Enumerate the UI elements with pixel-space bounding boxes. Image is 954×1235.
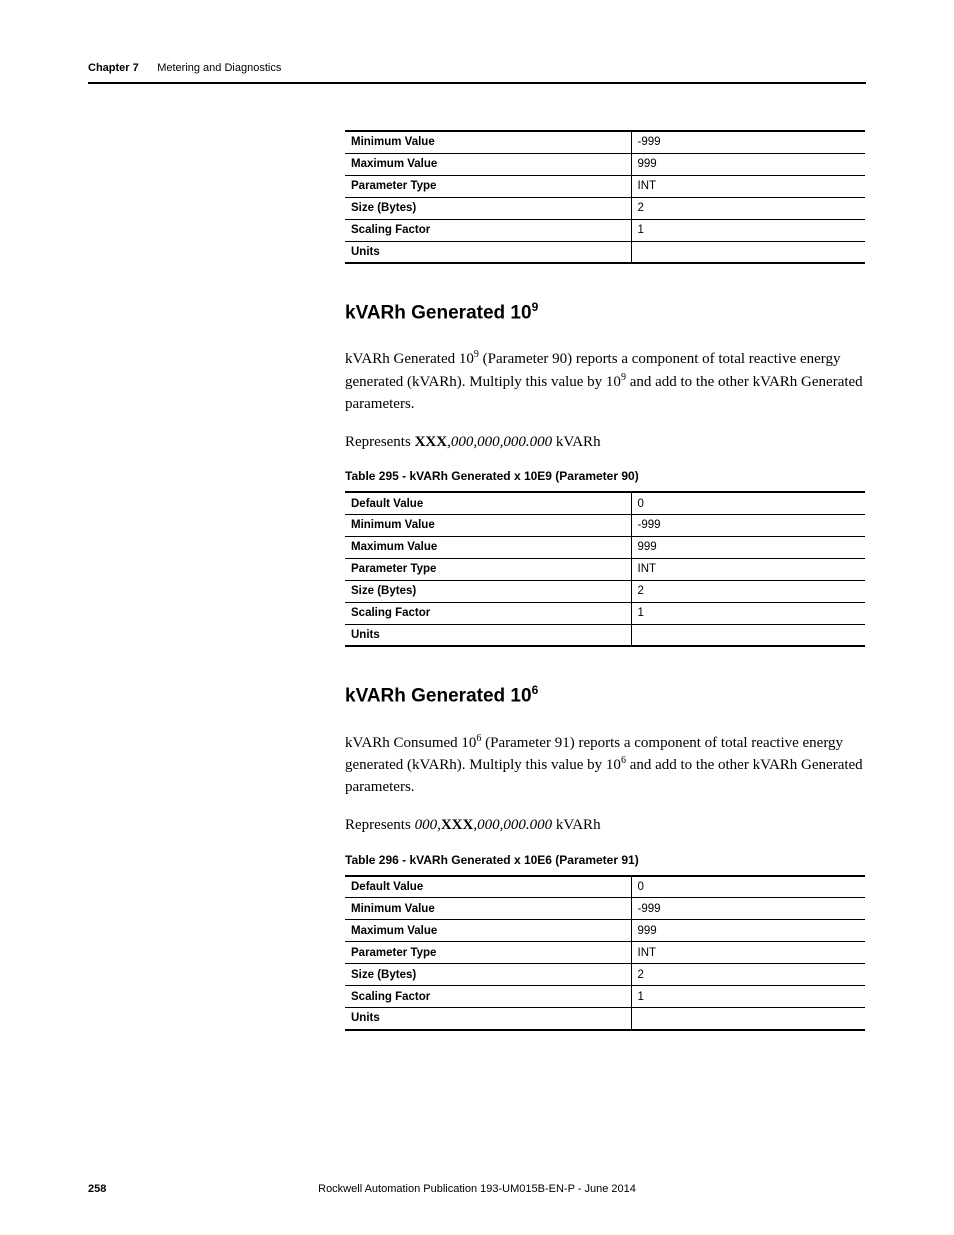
cell-value [631, 241, 865, 263]
cell-value: 1 [631, 219, 865, 241]
cell-label: Scaling Factor [345, 219, 631, 241]
cell-label: Parameter Type [345, 942, 631, 964]
cell-label: Maximum Value [345, 920, 631, 942]
cell-label: Scaling Factor [345, 602, 631, 624]
table-row: Parameter TypeINT [345, 942, 865, 964]
heading-exponent: 6 [532, 683, 539, 697]
table-row: Units [345, 624, 865, 646]
table-row: Scaling Factor1 [345, 219, 865, 241]
table-row: Units [345, 1008, 865, 1030]
table-row: Default Value0 [345, 492, 865, 514]
heading-text: kVARh Generated 10 [345, 686, 532, 707]
page-number: 258 [88, 1183, 106, 1195]
cell-label: Maximum Value [345, 536, 631, 558]
cell-value [631, 1008, 865, 1030]
text-run: Represents [345, 817, 415, 833]
table-row: Scaling Factor1 [345, 986, 865, 1008]
text-run: kVARh [552, 817, 601, 833]
table-caption-295: Table 295 - kVARh Generated x 10E9 (Para… [345, 469, 865, 483]
table-row: Minimum Value-999 [345, 131, 865, 153]
cell-value: 2 [631, 580, 865, 602]
parameter-table-295: Default Value0 Minimum Value-999 Maximum… [345, 491, 865, 647]
table-row: Parameter TypeINT [345, 558, 865, 580]
text-bold: XXX [441, 817, 474, 833]
cell-value: 2 [631, 197, 865, 219]
cell-value: -999 [631, 514, 865, 536]
cell-value: INT [631, 558, 865, 580]
section1-paragraph1: kVARh Generated 109 (Parameter 90) repor… [345, 348, 865, 415]
cell-label: Maximum Value [345, 153, 631, 175]
cell-value: 0 [631, 876, 865, 898]
cell-value: INT [631, 942, 865, 964]
chapter-label: Chapter 7 [88, 62, 139, 74]
table-row: Size (Bytes)2 [345, 964, 865, 986]
cell-value: 0 [631, 492, 865, 514]
section-heading-1: kVARh Generated 109 [345, 300, 865, 324]
cell-label: Units [345, 1008, 631, 1030]
cell-value: INT [631, 175, 865, 197]
table-row: Default Value0 [345, 876, 865, 898]
table-row: Maximum Value999 [345, 153, 865, 175]
table-caption-296: Table 296 - kVARh Generated x 10E6 (Para… [345, 853, 865, 867]
table-row: Size (Bytes)2 [345, 197, 865, 219]
cell-value: -999 [631, 131, 865, 153]
cell-value: 999 [631, 920, 865, 942]
cell-label: Units [345, 624, 631, 646]
text-italic: 000, [415, 817, 441, 833]
cell-value: 1 [631, 602, 865, 624]
page-footer: 258 Rockwell Automation Publication 193-… [88, 1183, 866, 1195]
parameter-table-296: Default Value0 Minimum Value-999 Maximum… [345, 875, 865, 1031]
cell-label: Parameter Type [345, 175, 631, 197]
cell-label: Scaling Factor [345, 986, 631, 1008]
text-run: Represents [345, 434, 415, 450]
section1-paragraph2: Represents XXX,000,000,000.000 kVARh [345, 432, 865, 454]
cell-label: Default Value [345, 492, 631, 514]
parameter-table-top: Minimum Value-999 Maximum Value999 Param… [345, 130, 865, 264]
publication-info: Rockwell Automation Publication 193-UM01… [318, 1183, 636, 1195]
text-run: kVARh [552, 434, 601, 450]
table-row: Size (Bytes)2 [345, 580, 865, 602]
table-row: Scaling Factor1 [345, 602, 865, 624]
section-heading-2: kVARh Generated 106 [345, 683, 865, 707]
cell-label: Minimum Value [345, 898, 631, 920]
cell-label: Units [345, 241, 631, 263]
cell-value: 999 [631, 536, 865, 558]
chapter-title: Metering and Diagnostics [157, 62, 281, 74]
text-run: kVARh Generated 10 [345, 351, 474, 367]
table-row: Maximum Value999 [345, 920, 865, 942]
cell-value: -999 [631, 898, 865, 920]
cell-value: 999 [631, 153, 865, 175]
cell-label: Parameter Type [345, 558, 631, 580]
heading-text: kVARh Generated 10 [345, 302, 532, 323]
table-row: Maximum Value999 [345, 536, 865, 558]
text-bold: XXX [415, 434, 448, 450]
text-italic: ,000,000.000 [473, 817, 552, 833]
table-row: Minimum Value-999 [345, 514, 865, 536]
table-row: Minimum Value-999 [345, 898, 865, 920]
text-run: kVARh Consumed 10 [345, 735, 476, 751]
cell-value: 2 [631, 964, 865, 986]
table-row: Units [345, 241, 865, 263]
header-rule [88, 82, 866, 84]
section2-paragraph2: Represents 000,XXX,000,000.000 kVARh [345, 815, 865, 837]
cell-label: Minimum Value [345, 514, 631, 536]
text-italic: ,000,000,000.000 [447, 434, 552, 450]
page-header: Chapter 7 Metering and Diagnostics [88, 58, 866, 84]
cell-value [631, 624, 865, 646]
section2-paragraph1: kVARh Consumed 106 (Parameter 91) report… [345, 732, 865, 799]
main-content: Minimum Value-999 Maximum Value999 Param… [345, 130, 865, 1067]
table-row: Parameter TypeINT [345, 175, 865, 197]
cell-label: Minimum Value [345, 131, 631, 153]
heading-exponent: 9 [532, 300, 539, 314]
cell-label: Default Value [345, 876, 631, 898]
cell-label: Size (Bytes) [345, 580, 631, 602]
cell-label: Size (Bytes) [345, 197, 631, 219]
cell-label: Size (Bytes) [345, 964, 631, 986]
cell-value: 1 [631, 986, 865, 1008]
